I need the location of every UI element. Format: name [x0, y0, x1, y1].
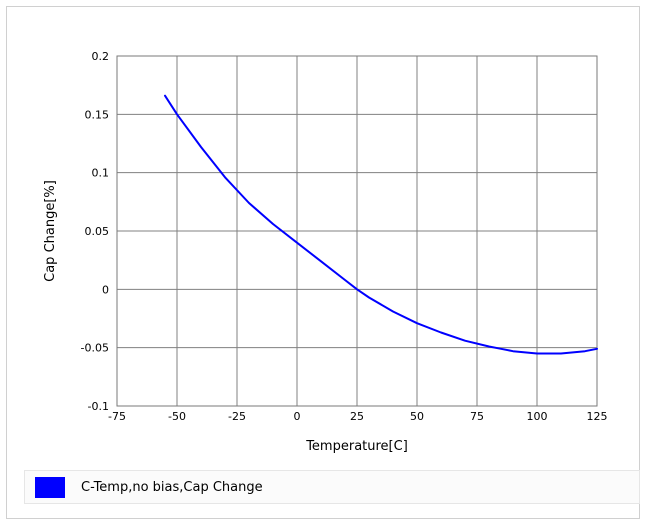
line-chart: -75 -50 -25 0 25 50 75 100 125 -0.1 -0.05 0 0.05 0.1…	[43, 50, 608, 454]
y-axis-label: Cap Change[%]	[43, 180, 58, 282]
y-tick-label: -0.1	[88, 400, 109, 413]
y-tick-label: 0.1	[92, 167, 110, 180]
x-tick-label: 50	[410, 410, 424, 423]
plot-area	[116, 55, 598, 407]
x-axis-label: Temperature[C]	[305, 439, 408, 454]
x-tick-label: -50	[168, 410, 186, 423]
x-tick-label: 0	[294, 410, 301, 423]
x-tick-label: 25	[350, 410, 364, 423]
y-tick-label: 0.2	[92, 50, 110, 63]
legend-swatch	[35, 476, 65, 498]
grid	[116, 55, 598, 407]
series-layer	[164, 94, 598, 355]
legend: C-Temp,no bias,Cap Change	[24, 470, 640, 504]
x-tick-label: 75	[470, 410, 484, 423]
y-tick-label: -0.05	[81, 342, 109, 355]
x-tick-label: 100	[527, 410, 548, 423]
x-tick-label: 125	[587, 410, 608, 423]
x-tick-labels: -75 -50 -25 0 25 50 75 100 125	[108, 410, 607, 423]
y-tick-label: 0	[102, 283, 109, 296]
x-tick-label: -25	[228, 410, 246, 423]
x-tick-label: -75	[108, 410, 126, 423]
y-tick-labels: -0.1 -0.05 0 0.05 0.1 0.15 0.2	[81, 50, 109, 413]
y-tick-label: 0.15	[85, 108, 110, 121]
y-tick-label: 0.05	[85, 225, 110, 238]
legend-label: C-Temp,no bias,Cap Change	[81, 479, 263, 495]
series-line	[164, 94, 598, 355]
